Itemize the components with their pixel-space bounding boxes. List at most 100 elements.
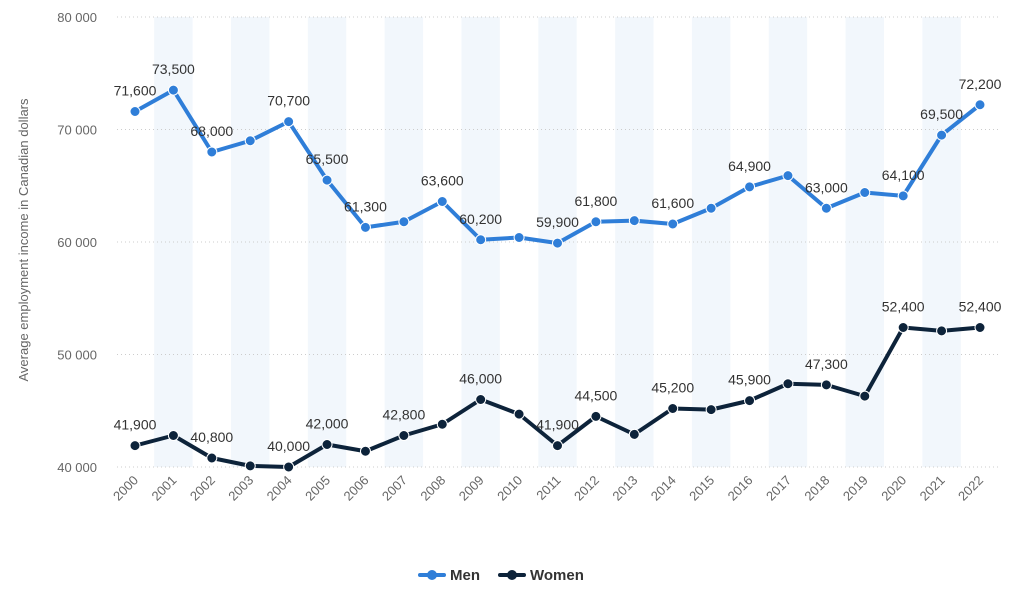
data-point-women [974,322,986,333]
data-point-women [359,445,371,457]
data-point-women [744,395,756,407]
data-label-men: 59,900 [536,214,579,230]
x-tick-label: 2000 [110,473,141,504]
y-tick-label: 80 000 [57,10,97,25]
data-labels: 71,600 73,500 68,000 70,700 65,500 61,300 63,6… [114,61,1002,454]
data-point-women [820,379,832,391]
data-label-men: 70,700 [267,93,310,109]
data-point-men [167,84,179,96]
x-tick-label: 2012 [571,473,602,504]
x-tick-label: 2021 [917,473,948,504]
x-tick-label: 2016 [725,473,756,504]
data-label-men: 73,500 [152,61,195,77]
data-point-women [782,378,794,390]
data-point-men [398,216,410,228]
band-2005 [307,17,347,467]
data-label-women: 46,000 [459,371,502,387]
band-2017 [768,17,808,467]
series-group [129,84,986,473]
x-tick-label: 2006 [341,473,372,504]
data-label-women: 40,800 [190,429,233,445]
data-point-men [628,215,640,227]
x-tick-label: 2004 [264,473,295,504]
data-label-men: 61,800 [574,193,617,209]
x-tick-label: 2002 [187,473,218,504]
y-tick-label: 50 000 [57,348,97,363]
data-label-men: 68,000 [190,123,233,139]
x-tick-label: 2013 [609,473,640,504]
x-tick-label: 2008 [417,473,448,504]
y-axis: 40 000 50 000 60 000 70 000 80 000 [57,10,97,475]
data-point-men [552,237,563,249]
x-tick-label: 2020 [878,473,909,504]
data-point-men [897,190,909,202]
data-point-men [744,181,756,193]
x-tick-label: 2017 [763,473,794,504]
data-label-women: 44,500 [574,387,617,403]
data-point-men [475,234,487,246]
data-point-women [398,430,410,441]
x-tick-label: 2003 [225,473,256,504]
data-point-women [936,325,948,337]
data-label-women: 52,400 [959,299,1002,315]
data-point-women [206,452,218,464]
data-point-women [167,430,179,441]
data-point-women [859,390,871,402]
data-point-women [513,408,525,420]
data-label-men: 63,600 [421,173,464,189]
legend-marker-women [507,570,517,580]
data-point-men [974,99,986,111]
data-point-men [705,202,717,214]
data-label-women: 41,900 [114,417,157,433]
data-label-men: 69,500 [920,106,963,122]
data-point-women [552,440,563,452]
x-tick-label: 2019 [840,473,871,504]
x-tick-label: 2010 [494,473,525,504]
data-label-women: 42,000 [306,416,349,432]
data-point-women [628,428,640,440]
legend-marker-men [427,570,437,580]
data-point-men [782,170,794,182]
data-label-women: 47,300 [805,356,848,372]
data-label-men: 65,500 [306,151,349,167]
data-point-women [475,394,487,405]
data-point-women [897,322,909,333]
data-label-men: 72,200 [959,76,1002,92]
data-point-men [859,187,871,198]
legend-label-men: Men [450,567,480,584]
y-axis-label: Average employment income in Canadian do… [16,98,31,382]
x-tick-label: 2022 [955,473,986,504]
x-tick-label: 2011 [533,473,563,503]
data-label-men: 64,900 [728,158,771,174]
x-tick-label: 2007 [379,473,410,504]
data-point-women [590,410,602,422]
data-label-women: 42,800 [382,407,425,423]
data-label-men: 63,000 [805,179,848,195]
data-point-men [206,146,218,158]
data-label-women: 52,400 [882,299,925,315]
data-point-women [283,461,295,473]
band-2007 [384,17,424,467]
data-point-men [283,116,295,128]
data-label-women: 45,900 [728,372,771,388]
data-point-women [129,440,141,452]
data-point-men [936,129,948,141]
data-point-men [667,218,679,230]
data-label-men: 60,200 [459,211,502,227]
band-2015 [691,17,731,467]
data-point-men [244,135,256,147]
x-tick-label: 2009 [456,473,487,504]
x-tick-label: 2015 [686,473,717,504]
data-point-women [244,460,256,472]
data-point-women [667,403,679,414]
legend: Men Women [418,567,584,584]
x-tick-label: 2001 [148,473,179,504]
x-tick-label: 2005 [302,473,333,504]
data-label-women: 45,200 [651,380,694,396]
data-label-women: 41,900 [536,417,579,433]
data-label-men: 61,600 [651,195,694,211]
data-point-women [705,404,717,416]
band-2003 [231,17,270,467]
data-point-men [129,106,141,117]
